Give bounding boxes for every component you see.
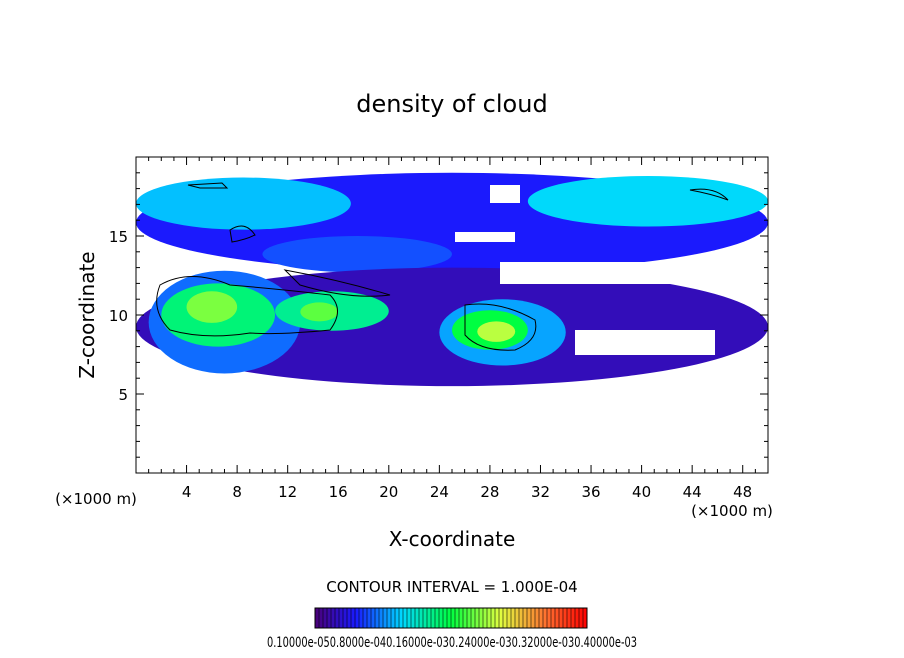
y-axis: 5 10 15 (×1000 m) Z-coordinate <box>55 228 137 508</box>
density-region <box>300 302 339 322</box>
x-tick-label: 8 <box>232 483 242 501</box>
colorbar-ticks <box>318 608 584 628</box>
z-unit-label: (×1000 m) <box>55 490 137 508</box>
x-axis-label: X-coordinate <box>389 527 516 551</box>
contour-line <box>187 182 229 189</box>
x-tick-label: 40 <box>632 483 651 501</box>
x-tick-label: 36 <box>581 483 600 501</box>
chart-title: density of cloud <box>356 90 547 118</box>
density-field <box>136 172 768 387</box>
colorbar: 0.10000e-050.8000e-040.16000e-030.24000e… <box>267 607 637 651</box>
gap-patch-3 <box>575 330 715 355</box>
y-tick-label: 15 <box>109 228 128 246</box>
plot-area <box>136 172 768 387</box>
x-tick-label: 24 <box>430 483 449 501</box>
x-tick-label: 44 <box>683 483 702 501</box>
y-tick-label: 10 <box>109 307 128 325</box>
x-unit-label: (×1000 m) <box>691 502 773 520</box>
x-tick-label: 16 <box>329 483 348 501</box>
x-axis: 4 8 12 16 20 24 28 32 36 40 44 48 (×1000… <box>182 483 773 551</box>
x-tick-label: 4 <box>182 483 192 501</box>
contour-line <box>229 225 256 243</box>
x-tick-label: 28 <box>480 483 499 501</box>
colorbar-labels: 0.10000e-050.8000e-040.16000e-030.24000e… <box>267 635 637 651</box>
axis-ticks <box>136 157 768 473</box>
x-tick-label: 48 <box>733 483 752 501</box>
density-region <box>136 177 351 230</box>
contour-lines <box>156 182 729 351</box>
gap-patch-1 <box>455 232 515 242</box>
gap-band-upper <box>500 262 768 284</box>
contour-line <box>464 303 537 351</box>
gap-patch-2 <box>490 185 520 203</box>
x-tick-label: 20 <box>379 483 398 501</box>
density-region <box>527 175 768 227</box>
y-tick-label: 5 <box>118 386 128 404</box>
density-region <box>262 236 453 273</box>
contour-line <box>156 276 338 337</box>
x-tick-label: 32 <box>531 483 550 501</box>
density-region <box>186 291 238 323</box>
x-tick-label: 12 <box>278 483 297 501</box>
contour-interval-text: CONTOUR INTERVAL = 1.000E-04 <box>326 578 577 596</box>
y-axis-label: Z-coordinate <box>75 251 99 378</box>
contour-line <box>283 269 391 297</box>
density-region <box>477 321 516 342</box>
contour-line <box>689 188 729 201</box>
white-gaps <box>455 185 768 355</box>
